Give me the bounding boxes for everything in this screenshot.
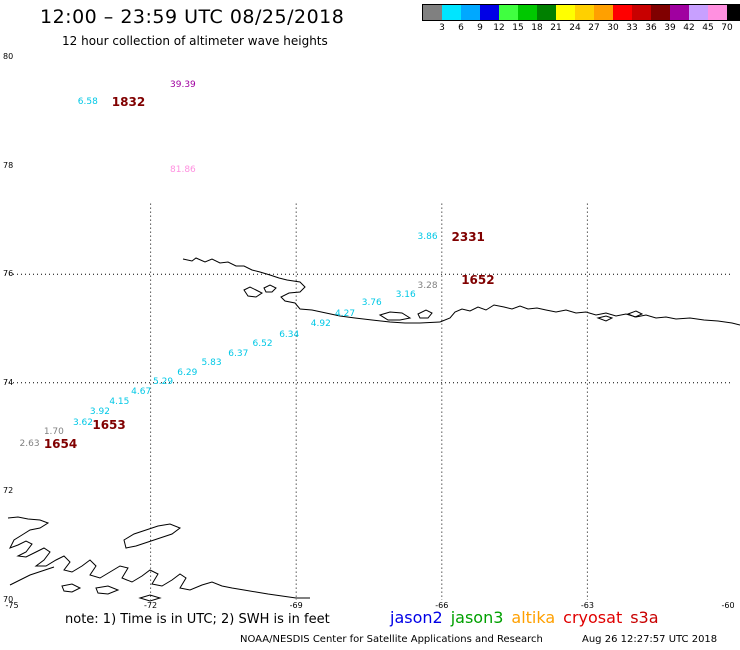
swh-label: 6.37	[228, 348, 249, 359]
legend-swatch	[461, 5, 480, 20]
lat-lon-gridlines	[5, 203, 733, 600]
swh-label: 3.86	[417, 231, 438, 242]
legend-swatch	[556, 5, 575, 20]
credit-text: NOAA/NESDIS Center for Satellite Applica…	[240, 634, 543, 645]
time-label: 1654	[43, 437, 78, 452]
swh-label: 4.15	[109, 397, 130, 408]
legend-tick-label: 18	[531, 23, 543, 33]
swh-label: 39.39	[170, 79, 196, 90]
x-tick-label: -69	[289, 601, 303, 610]
y-tick-label: 74	[3, 377, 14, 387]
legend-tick-label: 70	[721, 23, 733, 33]
swh-label: 5.29	[153, 377, 174, 388]
legend-tick-label: 24	[569, 23, 581, 33]
x-tick-label: -66	[435, 601, 449, 610]
swh-label: 4.27	[335, 308, 356, 319]
swh-label: 3.16	[395, 289, 416, 300]
legend-swatch	[670, 5, 689, 20]
swh-label: 3.28	[417, 280, 438, 291]
legend-tick-label: 27	[588, 23, 600, 33]
swh-label: 5.83	[201, 358, 222, 369]
legend-swatch	[575, 5, 594, 20]
legend-tick-label: 6	[458, 23, 464, 33]
legend-tick-label: 15	[512, 23, 524, 33]
swh-label: 81.86	[170, 165, 196, 176]
legend-swatch	[499, 5, 518, 20]
y-tick-label: 76	[3, 269, 14, 279]
satellite-name: cryosat	[563, 608, 623, 627]
swh-label: 3.92	[89, 406, 110, 417]
legend-swatch	[708, 5, 727, 20]
satellite-name: jason3	[450, 608, 504, 627]
legend-swatch	[480, 5, 499, 20]
x-tick-label: -75	[5, 601, 19, 610]
legend-tick-label: 21	[550, 23, 562, 33]
satellite-name: s3a	[630, 608, 659, 627]
y-tick-label: 70	[3, 595, 14, 604]
swh-label: 2.63	[19, 439, 40, 450]
legend-swatch	[689, 5, 708, 20]
x-tick-label: -72	[144, 601, 158, 610]
legend-swatch	[613, 5, 632, 20]
coastline	[7, 257, 740, 602]
page-subtitle: 12 hour collection of altimeter wave hei…	[62, 34, 328, 48]
y-tick-label: 72	[3, 486, 14, 496]
satellite-legend: jason2 jason3 altika cryosat s3a	[390, 608, 667, 627]
satellite-name: jason2	[390, 608, 443, 627]
legend-swatch	[442, 5, 461, 20]
time-label: 1652	[461, 273, 495, 288]
y-tick-label: 78	[3, 160, 14, 170]
time-label: 1832	[111, 95, 146, 110]
legend-tick-label: 33	[626, 23, 638, 33]
legend-tick-label: 12	[493, 23, 505, 33]
legend-tick-label: 3	[439, 23, 445, 33]
timestamp-text: Aug 26 12:27:57 UTC 2018	[582, 634, 718, 645]
legend-tick-label: 30	[607, 23, 619, 33]
x-tick-label: -60	[721, 601, 735, 610]
legend-tick-label: 9	[477, 23, 483, 33]
legend-tick-label: 42	[683, 23, 695, 33]
legend-swatches	[422, 4, 740, 21]
time-label: 2331	[451, 229, 485, 244]
swh-label: 3.76	[361, 298, 382, 309]
swh-label: 1.70	[43, 427, 64, 438]
swh-label: 3.62	[72, 417, 93, 428]
x-tick-label: -63	[580, 601, 594, 610]
swh-label: 4.67	[131, 386, 152, 397]
swh-label: 6.34	[279, 329, 300, 340]
swh-label: 6.52	[252, 338, 273, 349]
time-label: 1653	[92, 418, 126, 433]
legend-swatch	[632, 5, 651, 20]
y-tick-label: 80	[3, 52, 14, 61]
swh-label: 4.92	[310, 318, 331, 329]
legend-tick-label: 45	[702, 23, 714, 33]
page-title: 12:00 – 23:59 UTC 08/25/2018	[40, 6, 345, 28]
legend-swatch	[651, 5, 670, 20]
legend-swatch	[594, 5, 613, 20]
satellite-name: altika	[511, 608, 556, 627]
legend-swatch	[423, 5, 442, 20]
legend-swatch	[518, 5, 537, 20]
legend-swatch	[727, 5, 740, 20]
legend-tick-label: 39	[664, 23, 676, 33]
legend-tick-label: 36	[645, 23, 657, 33]
footnote: note: 1) Time is in UTC; 2) SWH is in fe…	[65, 612, 330, 627]
swh-label: 6.58	[77, 97, 98, 108]
swh-label: 6.29	[177, 367, 198, 378]
legend-swatch	[537, 5, 556, 20]
